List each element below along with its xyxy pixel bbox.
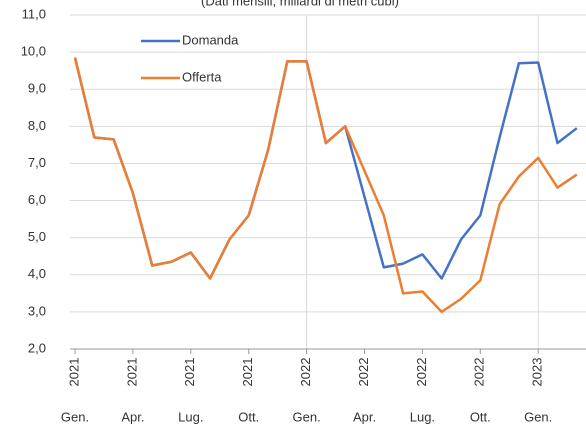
line-series [73,57,578,280]
x-year-label: 2021 [66,358,81,387]
y-tick-label: 3,0 [28,303,46,318]
x-tick-label: Ott. [238,409,259,424]
y-tick-label: 4,0 [28,266,46,281]
x-tick-label: Apr. [353,409,376,424]
y-tick-label: 8,0 [28,118,46,133]
y-tick-label: 10,0 [21,44,46,59]
line-series [73,57,578,314]
x-tick-label: Lug. [178,409,203,424]
y-tick-label: 11,0 [22,6,46,21]
x-year-label: 2022 [414,358,429,387]
x-tick-label: Gen. [293,409,321,424]
x-tick-label: Ott. [470,409,491,424]
x-year-label: 2023 [530,358,545,387]
x-year-label: 2022 [298,358,313,387]
x-tick-label: Gen. [524,409,552,424]
chart-subtitle: (Dati mensili, miliardi di metri cubi) [201,0,399,8]
x-year-label: 2021 [240,358,255,387]
y-tick-label: 9,0 [28,81,46,96]
x-tick-label: Apr. [121,409,144,424]
x-tick-label: Gen. [61,409,89,424]
legend-label: Domanda [182,32,239,47]
x-year-label: 2021 [124,358,139,387]
x-year-label: 2021 [182,358,197,387]
x-year-label: 2022 [356,358,371,387]
y-tick-label: 7,0 [28,155,46,170]
y-tick-label: 5,0 [28,229,46,244]
legend-label: Offerta [182,69,222,84]
x-tick-label: Lug. [410,409,435,424]
y-tick-label: 2,0 [28,340,46,355]
x-year-label: 2022 [472,358,487,387]
y-tick-label: 6,0 [28,192,46,207]
